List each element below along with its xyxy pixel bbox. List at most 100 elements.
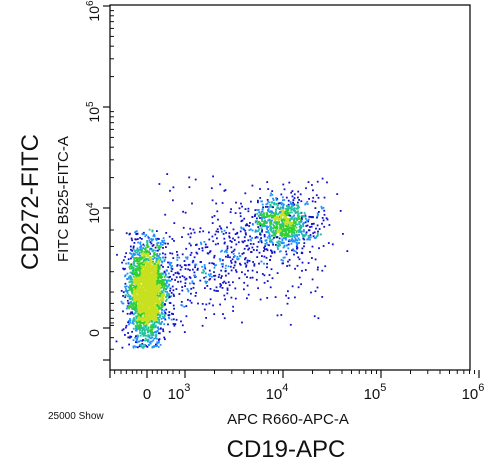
event-dot xyxy=(133,285,136,287)
event-dot xyxy=(142,329,144,331)
event-dot xyxy=(288,220,290,223)
event-dot xyxy=(160,280,162,282)
event-dot xyxy=(293,207,296,209)
event-dot xyxy=(132,275,135,278)
event-dot xyxy=(147,314,149,316)
event-dot xyxy=(168,276,170,279)
event-dot xyxy=(151,239,153,242)
event-dot xyxy=(164,256,167,259)
event-dot xyxy=(283,203,285,206)
event-dot xyxy=(183,331,186,333)
event-dot xyxy=(281,218,283,221)
event-dot xyxy=(300,200,303,203)
event-dot xyxy=(297,256,300,259)
event-dot xyxy=(269,286,272,289)
event-dot xyxy=(136,285,139,288)
event-dot xyxy=(137,306,140,309)
event-dot xyxy=(163,282,166,285)
event-dot xyxy=(132,268,135,271)
event-dot xyxy=(318,247,320,250)
event-dot xyxy=(166,269,168,272)
event-dot xyxy=(130,306,133,308)
event-dot xyxy=(223,190,226,192)
event-dot xyxy=(291,216,293,219)
event-dot xyxy=(141,330,144,333)
event-dot xyxy=(157,296,160,299)
event-dot xyxy=(157,328,160,330)
event-dot xyxy=(155,308,158,310)
event-dot xyxy=(149,241,152,243)
event-dot xyxy=(152,250,154,253)
event-dot xyxy=(301,218,303,221)
event-dot xyxy=(151,292,154,294)
plot-frame xyxy=(109,4,471,371)
event-dot xyxy=(139,277,142,280)
event-dot xyxy=(186,256,189,259)
event-dot xyxy=(168,293,170,295)
event-dot xyxy=(257,209,260,211)
event-dot xyxy=(146,244,148,247)
event-dot xyxy=(155,289,158,292)
event-dot xyxy=(153,256,156,259)
event-dot xyxy=(141,267,144,270)
event-dot xyxy=(227,254,229,257)
event-dot xyxy=(148,239,151,242)
event-dot xyxy=(316,212,319,215)
event-dot xyxy=(131,298,134,301)
event-dot xyxy=(169,189,171,192)
event-dot xyxy=(131,296,134,299)
event-dot xyxy=(142,252,145,254)
event-dot xyxy=(283,235,286,237)
event-dot xyxy=(282,183,285,186)
event-dot xyxy=(189,227,192,230)
event-dot xyxy=(130,248,132,251)
event-dot xyxy=(323,209,326,212)
event-dot xyxy=(146,240,148,242)
event-dot xyxy=(136,256,138,259)
event-dot xyxy=(292,218,295,221)
event-dot xyxy=(147,326,150,329)
event-dot xyxy=(156,310,159,313)
event-dot xyxy=(263,234,266,236)
event-dot xyxy=(126,312,129,315)
event-dot xyxy=(283,244,286,247)
event-dot xyxy=(167,272,170,275)
event-dot xyxy=(303,235,306,238)
event-dot xyxy=(148,329,151,332)
event-dot xyxy=(143,304,146,307)
event-dot xyxy=(162,266,164,268)
event-dot xyxy=(276,222,278,225)
event-dot xyxy=(138,252,141,254)
event-dot xyxy=(154,304,157,306)
event-dot xyxy=(155,301,158,304)
event-dot xyxy=(142,281,144,283)
event-dot xyxy=(129,321,131,324)
event-dot xyxy=(135,327,138,330)
event-dot xyxy=(246,224,249,227)
event-dot xyxy=(140,293,143,296)
event-dot xyxy=(263,262,265,265)
event-dot xyxy=(267,208,270,210)
event-dot xyxy=(290,203,292,205)
event-dot xyxy=(206,280,209,283)
event-dot xyxy=(263,222,266,225)
event-dot xyxy=(163,239,166,242)
event-dot xyxy=(147,298,149,301)
event-dot xyxy=(292,215,295,218)
event-dot xyxy=(271,211,274,214)
event-dot xyxy=(145,274,148,277)
event-dot xyxy=(219,285,222,288)
event-dot xyxy=(245,245,248,247)
event-dot xyxy=(172,199,174,202)
event-dot xyxy=(139,294,142,297)
event-dot xyxy=(149,306,152,309)
event-dot xyxy=(151,248,153,251)
event-dot xyxy=(127,302,130,305)
event-dot xyxy=(285,216,287,219)
event-dot xyxy=(178,256,181,259)
event-dot xyxy=(267,215,270,218)
event-dot xyxy=(144,343,147,346)
event-dot xyxy=(150,287,152,290)
event-dot xyxy=(133,308,136,311)
event-dot xyxy=(168,261,171,264)
